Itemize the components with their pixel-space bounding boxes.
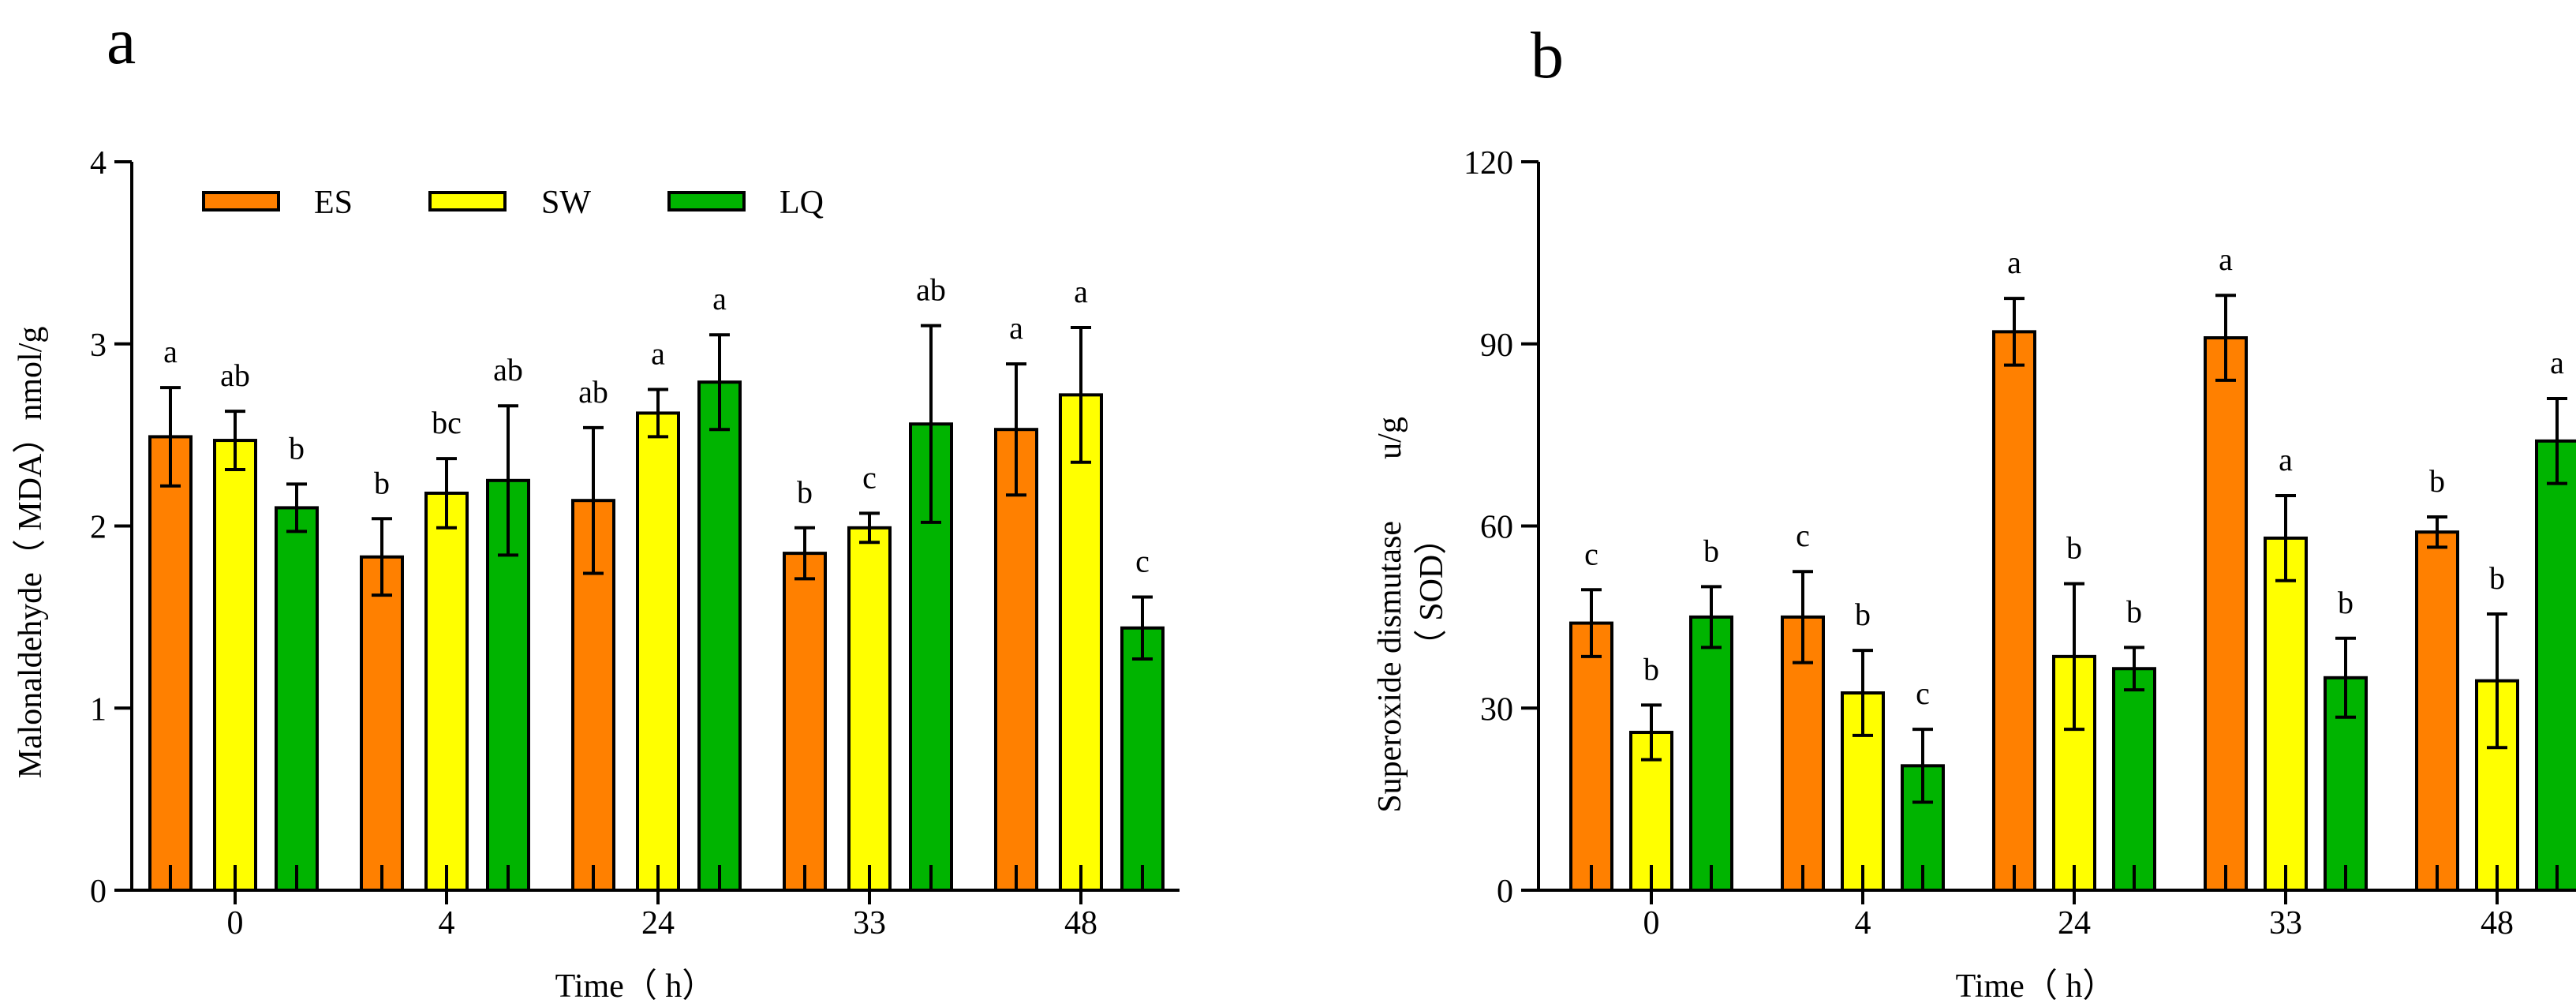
bar-sw xyxy=(424,491,469,893)
significance-label: a xyxy=(2279,442,2293,477)
legend-label-lq: LQ xyxy=(780,185,824,221)
significance-label: ab xyxy=(220,358,250,393)
y-tick-label: 0 xyxy=(1497,874,1513,910)
significance-label: ab xyxy=(493,352,523,387)
x-tick-label: 4 xyxy=(1855,905,1871,941)
panel-label-a: a xyxy=(107,5,136,78)
legend-label-sw: SW xyxy=(541,185,591,221)
significance-label: a xyxy=(2219,241,2233,277)
bar-sw xyxy=(213,439,257,892)
significance-label: b xyxy=(2338,585,2354,620)
panel-label-b: b xyxy=(1531,19,1564,92)
significance-label: c xyxy=(862,459,877,495)
x-tick-label: 48 xyxy=(1064,905,1097,941)
significance-label: b xyxy=(1703,533,1719,568)
bar-sw xyxy=(636,411,680,892)
significance-label: b xyxy=(374,465,390,500)
bar-es xyxy=(994,428,1038,892)
significance-label: b xyxy=(2489,560,2505,596)
bar-es xyxy=(148,435,193,892)
significance-label: a xyxy=(163,334,178,369)
y-axis-title-a: Malonaldehyde（ MDA）nmol/g xyxy=(13,327,49,779)
significance-label: a xyxy=(1074,274,1088,309)
bar-es xyxy=(360,555,404,892)
legend-swatch-sw xyxy=(428,191,507,212)
x-tick-label: 33 xyxy=(2269,905,2302,941)
bar-sw xyxy=(2052,654,2096,893)
bar-es xyxy=(2204,336,2248,892)
chart-panel-a: a Malonaldehyde（ MDA）nmol/g Time（ h） ES … xyxy=(13,5,1180,1005)
y-tick-label: 90 xyxy=(1480,328,1513,364)
bar-sw xyxy=(847,526,892,892)
bar-lq xyxy=(2535,439,2576,892)
legend: ES SW LQ xyxy=(202,185,824,221)
y-tick-label: 3 xyxy=(90,328,107,364)
x-axis-title-a: Time（ h） xyxy=(555,968,716,1005)
significance-label: b xyxy=(1643,651,1659,687)
x-tick-label: 0 xyxy=(1643,905,1660,941)
bar-lq xyxy=(275,506,319,892)
y-tick-label: 1 xyxy=(90,691,107,728)
significance-label: ab xyxy=(916,272,946,308)
y-axis-title-b-line2: （ SOD） xyxy=(1414,522,1450,663)
y-axis-unit-b: u/g xyxy=(1372,417,1408,459)
significance-label: b xyxy=(2429,463,2445,499)
significance-label: b xyxy=(1855,597,1871,632)
y-axis-title-b: Superoxide dismutase xyxy=(1372,521,1408,813)
bar-lq xyxy=(1689,615,1733,892)
significance-label: a xyxy=(2007,245,2021,280)
bar-sw xyxy=(1059,393,1103,892)
bar-lq xyxy=(697,380,742,892)
significance-label: c xyxy=(1916,676,1930,711)
y-tick-label: 0 xyxy=(90,874,107,910)
significance-label: b xyxy=(2066,530,2082,566)
bar-lq xyxy=(2112,667,2156,892)
legend-swatch-lq xyxy=(667,191,746,212)
y-tick-label: 4 xyxy=(90,145,107,182)
x-tick-label: 0 xyxy=(227,905,244,941)
bar-es xyxy=(2415,530,2459,892)
y-tick-label: 60 xyxy=(1480,510,1513,546)
significance-label: a xyxy=(712,281,727,316)
x-tick-label: 24 xyxy=(2058,905,2091,941)
bar-es xyxy=(1992,330,2036,893)
significance-label: a xyxy=(1009,310,1023,346)
chart-panel-b: b Superoxide dismutase u/g （ SOD） Time（ … xyxy=(1372,19,2576,1005)
significance-label: a xyxy=(2550,345,2564,380)
y-tick-label: 30 xyxy=(1480,691,1513,728)
y-tick-label: 120 xyxy=(1464,145,1513,182)
significance-label: b xyxy=(797,474,813,510)
legend-label-es: ES xyxy=(314,185,353,221)
significance-label: b xyxy=(289,430,305,466)
legend-swatch-es xyxy=(202,191,280,212)
significance-label: bc xyxy=(432,405,462,440)
x-tick-label: 33 xyxy=(853,905,886,941)
significance-label: c xyxy=(1796,518,1810,553)
x-axis-title-b: Time（ h） xyxy=(1956,968,2116,1005)
significance-label: a xyxy=(651,335,665,371)
bar-sw xyxy=(2264,536,2308,893)
x-tick-label: 4 xyxy=(439,905,455,941)
bar-es xyxy=(1569,621,1613,892)
significance-label: c xyxy=(1135,543,1150,578)
x-tick-label: 24 xyxy=(641,905,675,941)
y-tick-label: 2 xyxy=(90,510,107,546)
significance-label: ab xyxy=(578,374,608,410)
bar-lq xyxy=(1120,626,1165,892)
significance-label: b xyxy=(2126,593,2142,629)
x-tick-label: 48 xyxy=(2481,905,2514,941)
significance-label: c xyxy=(1584,536,1598,571)
bar-es xyxy=(783,552,827,892)
